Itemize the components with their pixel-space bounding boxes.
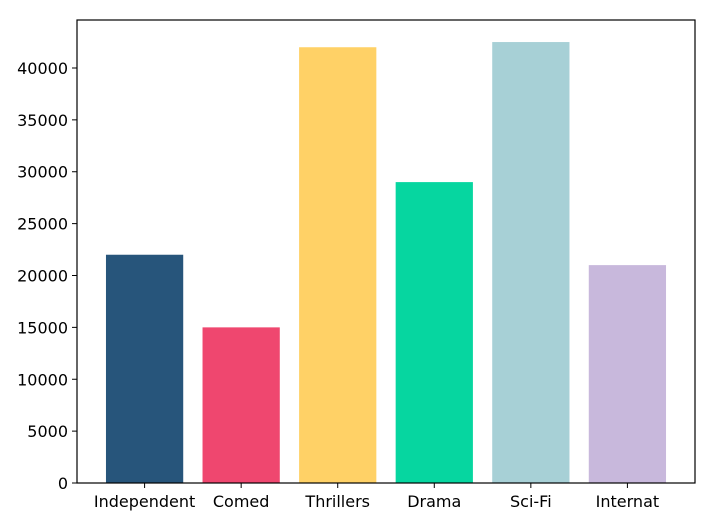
y-tick-label: 35000 [17,111,68,130]
x-tick-label: Thrillers [304,492,370,511]
y-axis: 0 5000 10000 15000 20000 25000 30000 35000 40000 [17,59,77,493]
y-tick-label: 0 [58,474,68,493]
y-tick-label: 40000 [17,59,68,78]
y-tick-label: 5000 [27,422,68,441]
y-tick-label: 10000 [17,370,68,389]
x-tick-label: Drama [407,492,461,511]
y-tick-label: 30000 [17,163,68,182]
x-tick-label: Sci-Fi [510,492,552,511]
x-tick-label: Internat [596,492,660,511]
bar-drama [395,182,473,484]
bar-thrillers [299,47,377,484]
x-axis: Independent Comed Thrillers Drama Sci-Fi Inte… [94,483,659,511]
bar-sci-fi [492,42,570,484]
y-tick-label: 20000 [17,266,68,285]
y-tick-label: 15000 [17,318,68,337]
x-tick-label: Independent [94,492,195,511]
bar-comed [202,327,280,483]
plot-frame [76,19,696,484]
x-tick-label: Comed [213,492,270,511]
bar-independent [105,254,184,483]
y-tick-label: 25000 [17,215,68,234]
bar-internat [588,265,667,483]
bars-layer [105,42,667,484]
